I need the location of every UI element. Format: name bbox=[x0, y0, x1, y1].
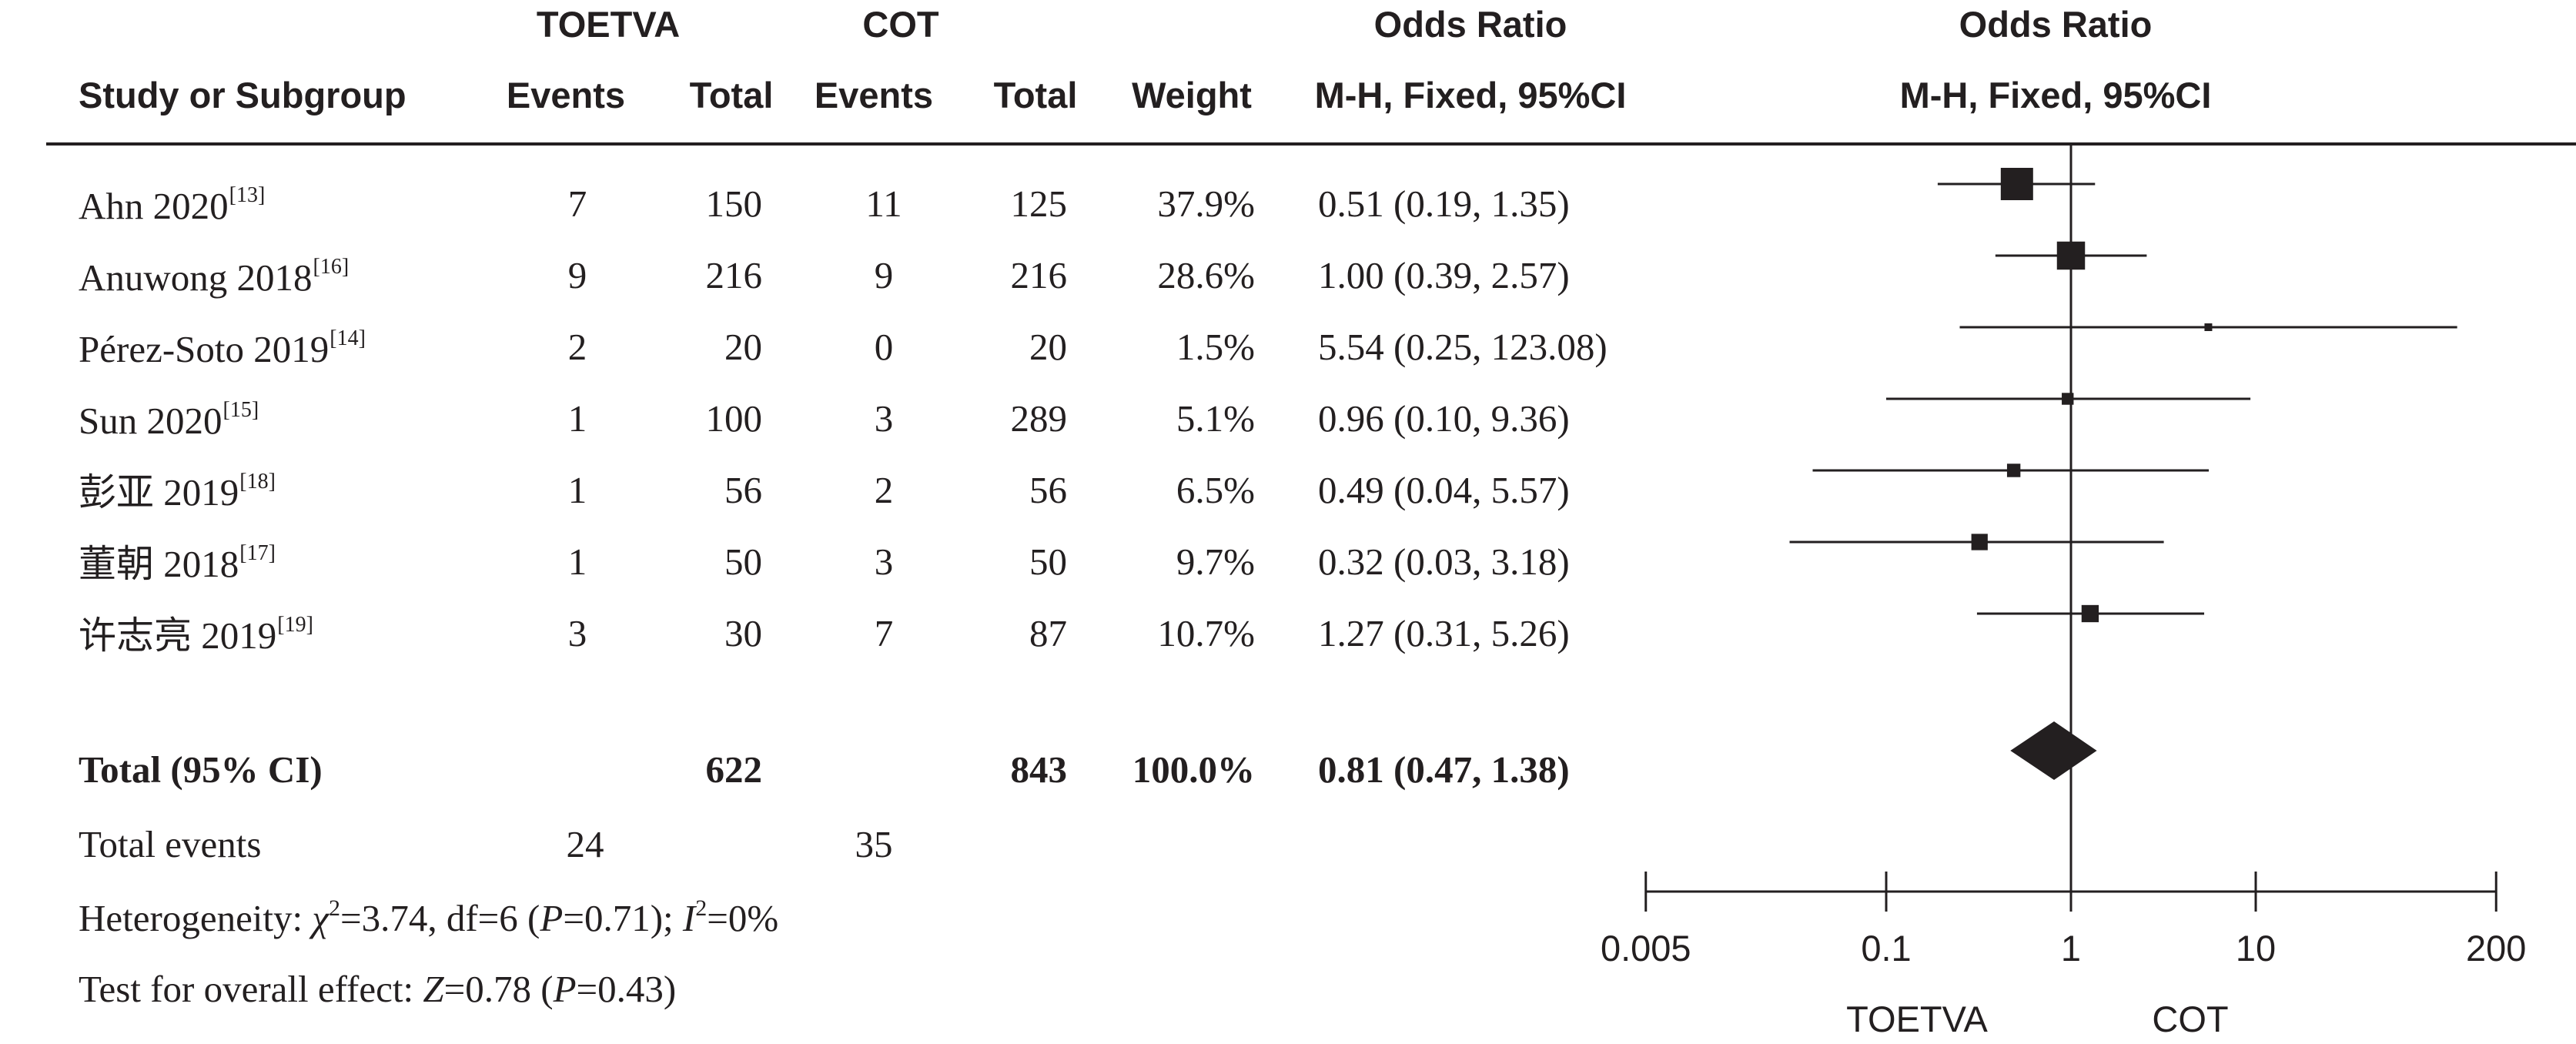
citation: [18] bbox=[239, 470, 276, 494]
favours-left-label: TOETVA bbox=[1846, 999, 1988, 1039]
x-tick-label-1: 0.1 bbox=[1861, 928, 1911, 969]
or-ci-cell: 0.51 (0.19, 1.35) bbox=[1318, 182, 1570, 225]
study-column-header: Study or Subgroup bbox=[79, 75, 406, 115]
x-axis: 0.005 0.1 1 10 200 bbox=[1601, 872, 2526, 969]
weight-cell: 5.1% bbox=[1176, 397, 1255, 440]
x-tick-label-0: 0.005 bbox=[1601, 928, 1691, 969]
total2-cell: 216 bbox=[1010, 254, 1068, 296]
events2-cell: 7 bbox=[874, 612, 894, 654]
study-name: 董朝 2018[17] bbox=[79, 541, 276, 585]
study-name: Ahn 2020[13] bbox=[79, 183, 266, 227]
total2-cell: 50 bbox=[1029, 540, 1067, 583]
study-name: 彭亚 2019[18] bbox=[79, 470, 276, 514]
overall-effect-test: Test for overall effect: Z=0.78 (P=0.43) bbox=[79, 968, 677, 1010]
events2-cell: 9 bbox=[874, 254, 894, 296]
or-title-header: Odds Ratio bbox=[1373, 4, 1567, 45]
x-tick-label-2: 1 bbox=[2061, 928, 2081, 969]
total2-column-header: Total bbox=[993, 75, 1078, 115]
events1-column-header: Events bbox=[506, 75, 626, 115]
weight-cell: 28.6% bbox=[1157, 254, 1255, 296]
total2-cell: 289 bbox=[1010, 397, 1068, 440]
weight-cell: 1.5% bbox=[1176, 326, 1255, 368]
plot-method-header: M-H, Fixed, 95%CI bbox=[1899, 75, 2212, 115]
total2-cell: 87 bbox=[1029, 612, 1067, 654]
total2-cell: 56 bbox=[1029, 469, 1067, 511]
events2-cell: 3 bbox=[874, 540, 894, 583]
total1-cell: 216 bbox=[705, 254, 763, 296]
total1-cell: 150 bbox=[705, 182, 763, 225]
events2-cell: 3 bbox=[874, 397, 894, 440]
or-ci-cell: 0.32 (0.03, 3.18) bbox=[1318, 540, 1570, 583]
total-weight: 100.0% bbox=[1132, 748, 1255, 791]
citation: [14] bbox=[330, 326, 366, 350]
total2-cell: 125 bbox=[1010, 182, 1068, 225]
citation: [13] bbox=[229, 183, 266, 207]
citation: [16] bbox=[313, 255, 350, 279]
total1-column-header: Total bbox=[689, 75, 774, 115]
total-or-ci: 0.81 (0.47, 1.38) bbox=[1318, 748, 1570, 791]
events1-cell: 9 bbox=[567, 254, 587, 296]
plot-title-header: Odds Ratio bbox=[1959, 4, 2153, 45]
point-estimate-5 bbox=[1971, 534, 1988, 550]
study-name: Anuwong 2018[16] bbox=[79, 255, 350, 299]
total1-cell: 50 bbox=[724, 540, 762, 583]
events1-cell: 1 bbox=[567, 469, 587, 511]
total1-cell: 20 bbox=[724, 326, 762, 368]
citation: [19] bbox=[277, 613, 313, 637]
weight-cell: 6.5% bbox=[1176, 469, 1255, 511]
study-name: Sun 2020[15] bbox=[79, 398, 259, 442]
weight-cell: 9.7% bbox=[1176, 540, 1255, 583]
group1-header: TOETVA bbox=[536, 4, 681, 45]
events2-column-header: Events bbox=[814, 75, 934, 115]
x-tick-label-3: 10 bbox=[2236, 928, 2276, 969]
events2-cell: 11 bbox=[865, 182, 902, 225]
weight-cell: 37.9% bbox=[1157, 182, 1255, 225]
or-ci-cell: 5.54 (0.25, 123.08) bbox=[1318, 326, 1607, 368]
or-ci-cell: 1.00 (0.39, 2.57) bbox=[1318, 254, 1570, 296]
weight-column-header: Weight bbox=[1132, 75, 1252, 115]
study-name: 许志亮 2019[19] bbox=[79, 613, 313, 657]
point-estimate-1 bbox=[2056, 241, 2086, 270]
heterogeneity-stats: Heterogeneity: χ2=3.74, df=6 (P=0.71); I… bbox=[79, 895, 779, 939]
point-estimate-2 bbox=[2204, 323, 2213, 331]
events1-cell: 2 bbox=[567, 326, 587, 368]
total1-value: 622 bbox=[705, 748, 763, 791]
or-ci-cell: 0.49 (0.04, 5.57) bbox=[1318, 469, 1570, 511]
events2-cell: 0 bbox=[874, 326, 894, 368]
total-events2: 35 bbox=[855, 823, 893, 865]
events1-cell: 1 bbox=[567, 397, 587, 440]
citation: [15] bbox=[222, 398, 259, 422]
total1-cell: 56 bbox=[724, 469, 762, 511]
citation: [17] bbox=[239, 541, 276, 565]
point-estimate-6 bbox=[2081, 604, 2099, 623]
total-label: Total (95% CI) bbox=[79, 748, 323, 791]
total-events1: 24 bbox=[566, 823, 604, 865]
events1-cell: 1 bbox=[567, 540, 587, 583]
total1-cell: 30 bbox=[724, 612, 762, 654]
total2-value: 843 bbox=[1010, 748, 1068, 791]
point-estimate-3 bbox=[2062, 393, 2074, 405]
total1-cell: 100 bbox=[705, 397, 763, 440]
point-estimate-0 bbox=[2000, 168, 2033, 200]
point-estimate-4 bbox=[2006, 463, 2021, 477]
events1-cell: 3 bbox=[567, 612, 587, 654]
favours-right-label: COT bbox=[2152, 999, 2228, 1039]
pooled-diamond bbox=[2010, 721, 2097, 780]
or-ci-cell: 0.96 (0.10, 9.36) bbox=[1318, 397, 1570, 440]
or-ci-cell: 1.27 (0.31, 5.26) bbox=[1318, 612, 1570, 654]
x-tick-label-4: 200 bbox=[2466, 928, 2526, 969]
forest-plot-marks bbox=[1789, 144, 2457, 892]
group2-header: COT bbox=[862, 4, 939, 45]
weight-cell: 10.7% bbox=[1157, 612, 1255, 654]
events2-cell: 2 bbox=[874, 469, 894, 511]
study-name: Pérez-Soto 2019[14] bbox=[79, 326, 366, 370]
total-events-label: Total events bbox=[79, 823, 262, 865]
total2-cell: 20 bbox=[1029, 326, 1067, 368]
or-method-header: M-H, Fixed, 95%CI bbox=[1314, 75, 1627, 115]
events1-cell: 7 bbox=[567, 182, 587, 225]
